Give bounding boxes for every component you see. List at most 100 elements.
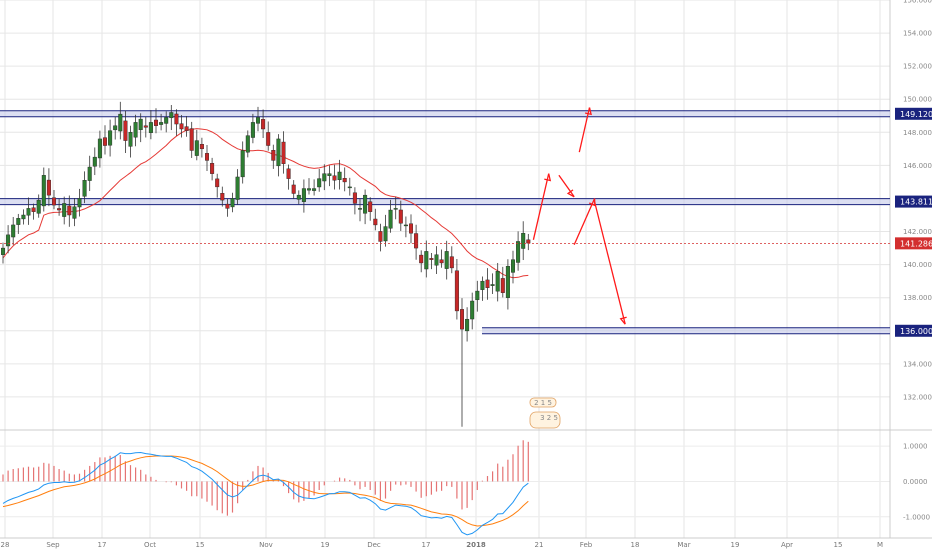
- event-badge-top-text: 2 1 5: [534, 399, 552, 407]
- y-tick-1: 134.000: [903, 360, 932, 368]
- candle-body-103: [526, 239, 531, 244]
- candle-body-42: [215, 178, 220, 188]
- candle-body-11: [57, 208, 62, 211]
- macd-y-tick-1: 0.0000: [903, 478, 928, 486]
- candle-body-44: [225, 203, 230, 209]
- candle-body-89: [454, 270, 459, 312]
- candle-body-17: [87, 166, 92, 181]
- candle-body-80: [409, 223, 414, 234]
- candle-body-81: [414, 233, 419, 249]
- candle-body-85: [434, 254, 439, 266]
- candle-body-83: [424, 251, 429, 270]
- candle-body-77: [393, 208, 398, 210]
- forecast-arrows: [532, 107, 627, 325]
- x-tick-2: 17: [98, 541, 107, 549]
- candle-body-98: [500, 278, 505, 293]
- level-label-bg-1: [895, 195, 932, 208]
- candle-body-26: [133, 122, 138, 138]
- candle-body-50: [256, 117, 261, 124]
- candle-body-66: [337, 171, 342, 180]
- y-tick-8: 148.000: [903, 129, 932, 137]
- arrow-up-2-shaft: [573, 198, 596, 246]
- candle-body-91: [465, 318, 470, 332]
- y-tick-11: 154.000: [903, 30, 932, 38]
- macd-y-tick-0: 1.0000: [903, 443, 928, 451]
- candle-body-59: [301, 188, 306, 202]
- candle-body-47: [240, 150, 245, 178]
- x-tick-12: 18: [631, 541, 640, 549]
- y-axis: 132.000 134.000 136.000 138.000 140.000 142.0…: [895, 0, 932, 521]
- candle-body-31: [159, 122, 164, 125]
- candle-body-24: [123, 120, 128, 141]
- level-band-2: [482, 327, 890, 334]
- candle-body-48: [245, 135, 250, 153]
- candle-body-102: [521, 232, 526, 249]
- event-badge-bottom[interactable]: 3 2 5: [529, 411, 561, 429]
- candle-body-6: [31, 207, 36, 212]
- x-axis: 28 Sep 17 Oct 15 Nov 19 Dec 17 2018 21 Feb 18 Mar 19 Ap…: [1, 541, 883, 549]
- x-tick-9: 2018: [466, 541, 486, 549]
- x-tick-3: Oct: [144, 541, 156, 549]
- candle-body-37: [189, 128, 194, 151]
- candle-body-3: [16, 218, 21, 225]
- candle-body-28: [143, 125, 148, 128]
- candle-body-36: [184, 126, 189, 131]
- candle-body-93: [475, 290, 480, 301]
- candle-body-61: [312, 188, 317, 191]
- level-label-bg-2: [895, 324, 932, 337]
- event-badges[interactable]: 2 1 5 3 2 5: [529, 397, 561, 429]
- level-band-0: [0, 110, 890, 117]
- level-label-2: 136.000: [900, 327, 932, 336]
- x-tick-1: Sep: [46, 541, 60, 549]
- candle-body-19: [97, 138, 102, 159]
- candle-body-4: [21, 214, 26, 220]
- candle-body-21: [108, 130, 113, 146]
- candle-body-76: [388, 209, 393, 229]
- x-tick-5: Nov: [259, 541, 273, 549]
- candle-body-49: [250, 122, 255, 138]
- x-tick-17: M: [877, 541, 883, 549]
- candle-body-95: [485, 279, 490, 288]
- candle-body-12: [62, 203, 67, 217]
- candle-body-69: [352, 192, 357, 204]
- candle-body-52: [266, 132, 271, 146]
- candle-body-14: [72, 206, 77, 219]
- arrow-up-3-head: [584, 107, 592, 116]
- signal-line: [2, 455, 529, 527]
- candle-body-84: [429, 258, 434, 260]
- macd-y-tick-2: -1.0000: [903, 513, 930, 521]
- x-tick-15: Apr: [781, 541, 793, 549]
- candle-body-39: [199, 144, 204, 150]
- x-tick-16: 15: [834, 541, 843, 549]
- candle-body-63: [322, 173, 327, 182]
- candle-body-73: [373, 218, 378, 226]
- candle-body-0: [1, 247, 5, 255]
- candle-body-57: [291, 184, 296, 194]
- level-label-0: 149.120: [900, 110, 932, 119]
- event-badge-top[interactable]: 2 1 5: [529, 397, 557, 408]
- candle-body-1: [6, 234, 11, 247]
- candle-body-9: [46, 179, 51, 196]
- candle-body-2: [11, 224, 16, 238]
- level-label-1: 143.811: [900, 198, 932, 207]
- y-tick-7: 146.000: [903, 162, 932, 170]
- candle-body-58: [296, 194, 301, 200]
- candle-body-71: [363, 194, 368, 214]
- candle-body-22: [113, 125, 118, 131]
- candle-body-94: [480, 280, 485, 290]
- candle-body-46: [235, 176, 240, 200]
- candle-body-45: [230, 198, 235, 208]
- arrow-pullback-head: [566, 189, 575, 198]
- candle-body-64: [327, 173, 332, 176]
- candle-body-86: [439, 259, 444, 264]
- y-tick-12: 156.000: [903, 0, 932, 5]
- candle-body-75: [383, 226, 388, 242]
- arrow-up-1-shaft: [532, 173, 550, 240]
- candle-body-56: [286, 168, 291, 179]
- candle-body-60: [307, 188, 312, 191]
- candle-body-51: [261, 119, 266, 130]
- candle-body-18: [92, 156, 97, 167]
- arrow-up-3-shaft: [578, 107, 591, 153]
